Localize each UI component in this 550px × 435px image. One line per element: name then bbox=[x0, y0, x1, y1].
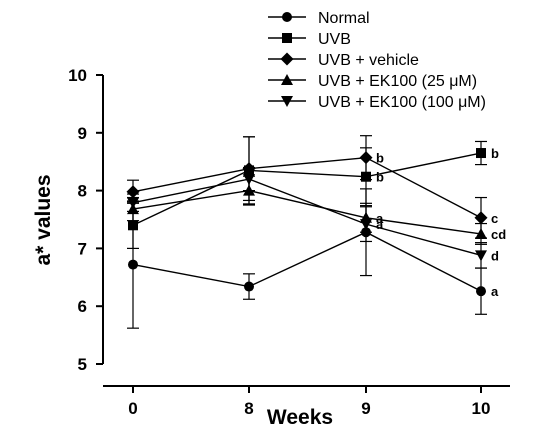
x-ticks: 0 8 9 10 bbox=[128, 386, 490, 418]
data-point bbox=[244, 281, 254, 292]
legend-label: Normal bbox=[318, 10, 370, 27]
y-ticks: 5 6 7 8 9 10 bbox=[68, 66, 103, 374]
data-point bbox=[475, 227, 487, 239]
significance-label: b bbox=[491, 146, 499, 161]
error-bars bbox=[127, 135, 487, 329]
series-line bbox=[132, 152, 482, 226]
data-point bbox=[475, 250, 487, 262]
series-line bbox=[132, 178, 482, 257]
legend-marker bbox=[282, 33, 292, 43]
data-point bbox=[126, 185, 140, 199]
y-tick-label: 6 bbox=[78, 297, 87, 316]
data-point bbox=[128, 220, 138, 231]
data-point bbox=[243, 184, 255, 196]
significance-label: a bbox=[376, 217, 384, 232]
x-axis-title: Weeks bbox=[267, 406, 333, 429]
legend-marker bbox=[281, 74, 293, 85]
data-point bbox=[242, 162, 256, 176]
legend-label: UVB + EK100 (25 μM) bbox=[318, 73, 477, 90]
y-tick-label: 10 bbox=[68, 66, 87, 85]
y-tick-label: 7 bbox=[78, 239, 87, 258]
x-tick-label: 0 bbox=[128, 399, 137, 418]
series-line bbox=[132, 156, 482, 219]
y-tick-label: 5 bbox=[78, 355, 87, 374]
y-axis-title: a* values bbox=[32, 174, 55, 265]
x-tick-label: 9 bbox=[361, 399, 370, 418]
data-point bbox=[361, 227, 371, 238]
significance-label: d bbox=[491, 248, 499, 263]
x-tick-label: 8 bbox=[244, 399, 253, 418]
significance-label: c bbox=[491, 211, 498, 226]
data-point bbox=[359, 151, 373, 165]
data-point bbox=[128, 259, 138, 270]
legend-label: UVB bbox=[318, 31, 351, 48]
legend-label: UVB + vehicle bbox=[318, 52, 419, 69]
data-point bbox=[360, 219, 372, 231]
legend-marker bbox=[280, 52, 294, 66]
significance-label: a bbox=[376, 211, 384, 226]
significance-label: a bbox=[491, 284, 499, 299]
series-line bbox=[132, 231, 482, 292]
data-point bbox=[361, 171, 371, 182]
legend: Normal UVB UVB + vehicle UVB + EK100 (25 μM… bbox=[268, 10, 486, 111]
series-line bbox=[132, 189, 482, 235]
significance-label: cd bbox=[491, 227, 506, 242]
data-point bbox=[474, 211, 488, 225]
data-point bbox=[476, 286, 486, 297]
x-tick-label: 10 bbox=[472, 399, 491, 418]
y-tick-label: 9 bbox=[78, 124, 87, 143]
data-point bbox=[476, 148, 486, 159]
significance-label: b bbox=[376, 151, 384, 166]
data-point bbox=[243, 174, 255, 186]
series-lines bbox=[132, 152, 482, 292]
legend-marker bbox=[281, 96, 293, 107]
series-markers bbox=[126, 148, 488, 297]
axes bbox=[102, 75, 510, 387]
data-point bbox=[127, 197, 139, 209]
significance-label: b bbox=[376, 170, 384, 185]
legend-label: UVB + EK100 (100 μM) bbox=[318, 94, 486, 111]
legend-marker bbox=[282, 12, 292, 22]
y-tick-label: 8 bbox=[78, 182, 87, 201]
